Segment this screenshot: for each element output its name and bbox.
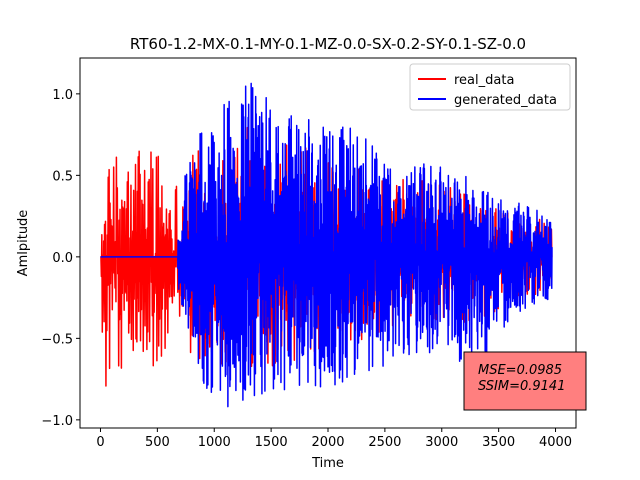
x-tick-label: 3000 (425, 435, 458, 450)
y-tick-label: 0.5 (52, 169, 73, 184)
y-tick-label: −0.5 (41, 332, 73, 347)
x-tick-label: 0 (96, 435, 104, 450)
x-tick-label: 500 (145, 435, 170, 450)
y-tick-label: 1.0 (52, 88, 73, 103)
ssim-value: SSIM=0.9141 (478, 379, 565, 394)
x-tick-label: 4000 (539, 435, 572, 450)
x-tick-label: 2000 (311, 435, 344, 450)
mse-value: MSE=0.0985 (478, 363, 562, 378)
x-tick-label: 1500 (255, 435, 288, 450)
legend: real_data generated_data (409, 63, 571, 111)
x-tick-label: 1000 (198, 435, 231, 450)
series-layer (100, 82, 553, 408)
x-tick-label: 3500 (482, 435, 515, 450)
metrics-box (463, 351, 587, 411)
legend-box (409, 63, 571, 111)
series-line-generated-data (100, 82, 553, 408)
y-tick-label: −1.0 (41, 414, 73, 429)
y-axis-label: Amlpitude (16, 210, 31, 277)
y-axis: 1.0 0.5 0.0 −0.5 −1.0 (41, 88, 80, 429)
legend-label-real-data: real_data (454, 73, 514, 88)
x-tick-label: 2500 (368, 435, 401, 450)
legend-label-generated-data: generated_data (454, 93, 557, 108)
y-tick-label: 0.0 (52, 251, 73, 266)
x-axis-label: Time (311, 456, 344, 471)
chart-title: RT60-1.2-MX-0.1-MY-0.1-MZ-0.0-SX-0.2-SY-… (130, 35, 526, 53)
x-axis: 0 500 1000 1500 2000 2500 3000 3500 4000 (96, 428, 572, 450)
